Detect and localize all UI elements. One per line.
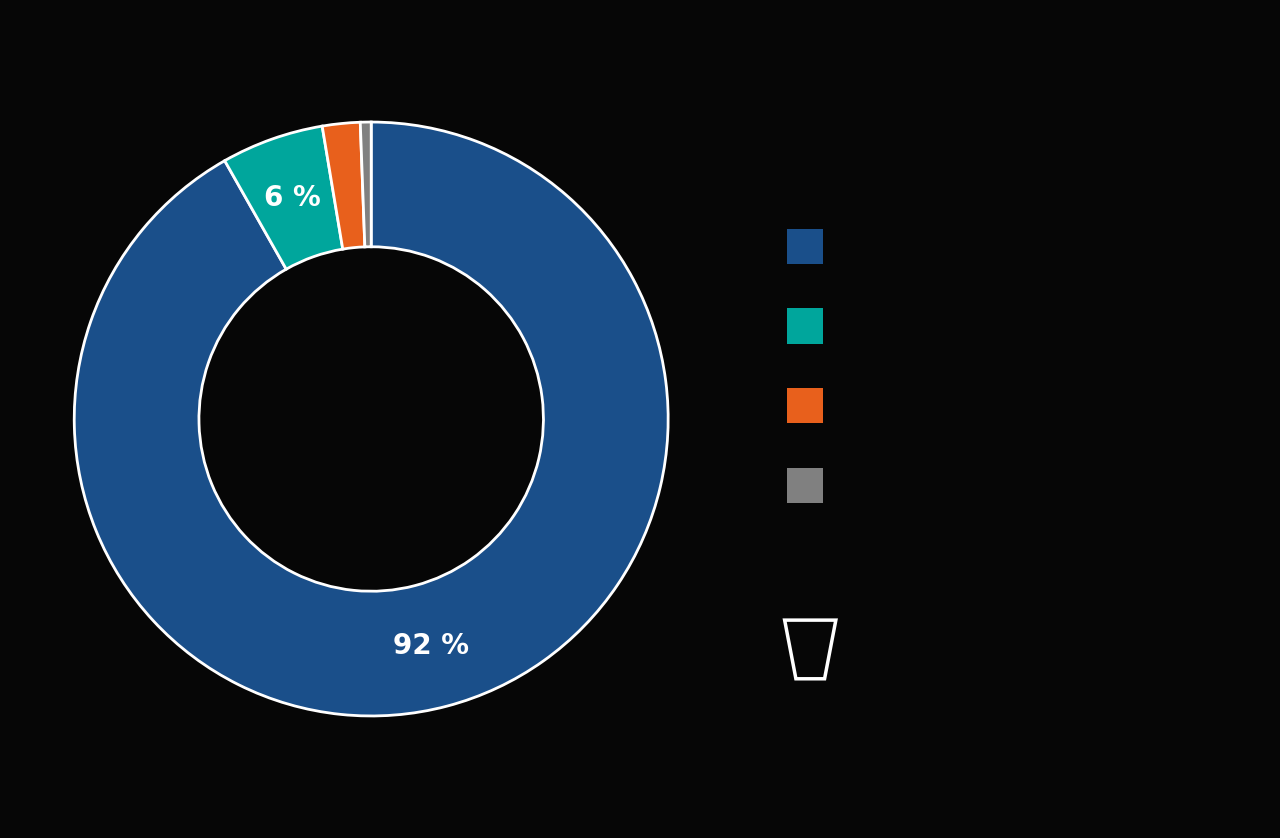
- Wedge shape: [74, 122, 668, 716]
- Text: 6 %: 6 %: [265, 184, 321, 212]
- Wedge shape: [323, 122, 365, 249]
- Wedge shape: [225, 126, 343, 269]
- Text: 92 %: 92 %: [393, 632, 468, 660]
- Wedge shape: [360, 122, 371, 247]
